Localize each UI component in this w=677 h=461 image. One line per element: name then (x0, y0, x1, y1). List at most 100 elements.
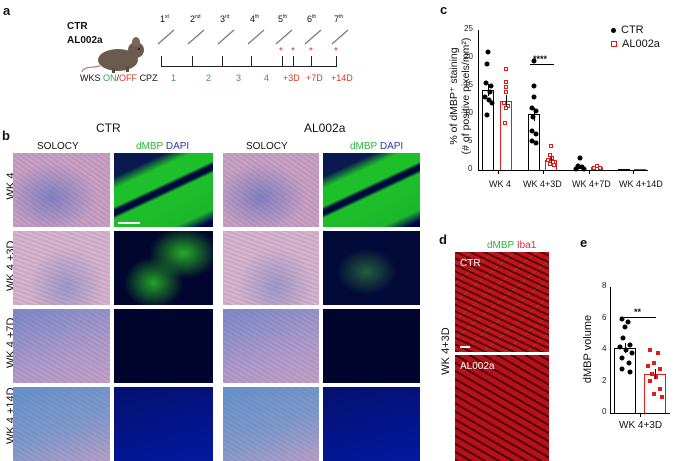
injection-2: 2nd (190, 14, 201, 24)
scale-bar (460, 346, 470, 348)
timeline-axis (161, 66, 337, 67)
significance-line-c (530, 64, 554, 65)
group-header-al002a: AL002a (304, 121, 346, 135)
mouse-icon (81, 37, 144, 73)
image-label-ctr: CTR (460, 258, 481, 269)
chart-e-plot: 0 2 4 6 8 ** (602, 281, 670, 417)
square-marker-icon (611, 41, 617, 47)
panel-c-label: c (440, 2, 448, 17)
solocy-al002a-wk4-7d (223, 309, 319, 383)
iba1-ctr-image: CTR (455, 252, 549, 352)
ylabel-line2: (# of positive pixels/mm²) (460, 37, 472, 155)
week-4: 4 (264, 73, 270, 83)
legend-c: CTR AL002a (611, 24, 660, 50)
tp-3d: +3D (283, 73, 300, 83)
solocy-al002a-wk4 (223, 153, 319, 227)
panel-e-label: e (580, 235, 588, 250)
wks-label: WKS (80, 73, 101, 83)
chart-c-ylabel: % of dMBP⁺ staining (# of positive pixel… (448, 21, 472, 171)
legend-item-ctr: CTR (611, 24, 660, 36)
bar-ctr-wk4-14d (618, 169, 630, 170)
tp-7d: +7D (306, 73, 323, 83)
panel-d-row-label: WK 4+3D (440, 327, 452, 375)
injection-schedule: 1st 2nd 3rd 4th 5th 6th 7th (150, 14, 410, 64)
fluor-al002a-wk4-14d (323, 387, 420, 461)
legend-item-al002a: AL002a (611, 38, 660, 50)
fluor-al002a-wk4 (323, 153, 420, 227)
ytick: 25 (464, 24, 473, 33)
panel-b-label: b (2, 128, 10, 143)
xtick-wk4-14d: WK 4+14D (619, 179, 663, 189)
fluor-ctr-wk4 (114, 153, 213, 227)
slash: / (116, 73, 120, 83)
col-header-solocy-al002a: SOLOCY (246, 141, 288, 152)
on-label: ON (103, 73, 117, 83)
xtick-wk4: WK 4 (489, 179, 512, 189)
xtick-wk4-3d: WK 4+3D (523, 179, 562, 189)
ytick: 6 (602, 313, 607, 322)
ytick: 20 (464, 52, 473, 61)
fluor-ctr-wk4-3d (114, 231, 213, 305)
ylabel-line1: % of dMBP⁺ staining (448, 47, 460, 145)
col-header-fluor-ctr: dMBP DAPI (136, 141, 190, 152)
group-label-al002a: AL002a (67, 35, 103, 46)
col-header-solocy-ctr: SOLOCY (37, 141, 79, 152)
week-1: 1 (171, 73, 177, 83)
timeline-legend: WKS ON/OFF CPZ (80, 73, 158, 83)
cpz-label: CPZ (139, 73, 158, 83)
panel-d-header: dMBP Iba1 (487, 240, 537, 251)
off-label: OFF (119, 73, 138, 83)
ytick: 15 (464, 80, 473, 89)
injection-4: 4th (250, 14, 260, 24)
solocy-al002a-wk4-14d (223, 387, 319, 461)
ytick: 5 (468, 136, 473, 145)
solocy-ctr-wk4-14d (13, 387, 110, 461)
injection-6: 6th (307, 14, 317, 24)
injection-3: 3rd (220, 14, 230, 24)
xtick-e: WK 4+3D (619, 420, 663, 431)
asterisk-3d: * (279, 46, 283, 57)
scale-bar (118, 222, 140, 224)
syringe-icons (157, 29, 349, 45)
ytick: 10 (464, 108, 473, 117)
solocy-al002a-wk4-3d (223, 231, 319, 305)
significance-line-e (624, 317, 656, 318)
bar-ctr-e (614, 348, 636, 413)
timeline-ticks (161, 56, 341, 67)
asterisk-14d: * (334, 46, 338, 57)
tp-14d: +14D (331, 73, 353, 83)
solocy-ctr-wk4 (13, 153, 110, 227)
injection-5: 5th (278, 14, 288, 24)
fluor-al002a-wk4-7d (323, 309, 420, 383)
solocy-ctr-wk4-3d (13, 231, 110, 305)
fluor-ctr-wk4-14d (114, 387, 213, 461)
bar-al002a-wk4-14d (634, 169, 646, 170)
asterisk-3d-b: * (291, 46, 295, 57)
week-2: 2 (206, 73, 212, 83)
ytick: 0 (468, 164, 473, 173)
image-label-al002a: AL002a (460, 361, 495, 372)
chart-c-plot: 0 5 10 15 20 25 **** (464, 24, 648, 174)
circle-marker-icon (611, 27, 616, 33)
asterisk-7d: * (309, 46, 313, 57)
injection-7: 7th (334, 14, 344, 24)
panel-a-label: a (3, 3, 11, 18)
ytick: 0 (602, 407, 607, 416)
panel-d-label: d (439, 232, 447, 247)
fluor-al002a-wk4-3d (323, 231, 420, 305)
xtick-wk4-7d: WK 4+7D (572, 179, 611, 189)
injection-1: 1st (160, 14, 169, 24)
chart-e-ylabel: dMBP volume (582, 314, 594, 384)
ytick: 2 (602, 376, 607, 385)
col-header-fluor-al002a: dMBP DAPI (350, 141, 404, 152)
bar-al002a-wk4 (500, 101, 512, 170)
fluor-ctr-wk4-7d (114, 309, 213, 383)
group-header-ctr: CTR (96, 121, 121, 135)
group-label-ctr: CTR (67, 21, 88, 32)
significance-c: **** (533, 54, 548, 64)
ytick: 4 (602, 344, 607, 353)
iba1-al002a-image: AL002a (455, 355, 549, 461)
week-3: 3 (236, 73, 242, 83)
solocy-ctr-wk4-7d (13, 309, 110, 383)
ytick: 8 (602, 281, 607, 290)
